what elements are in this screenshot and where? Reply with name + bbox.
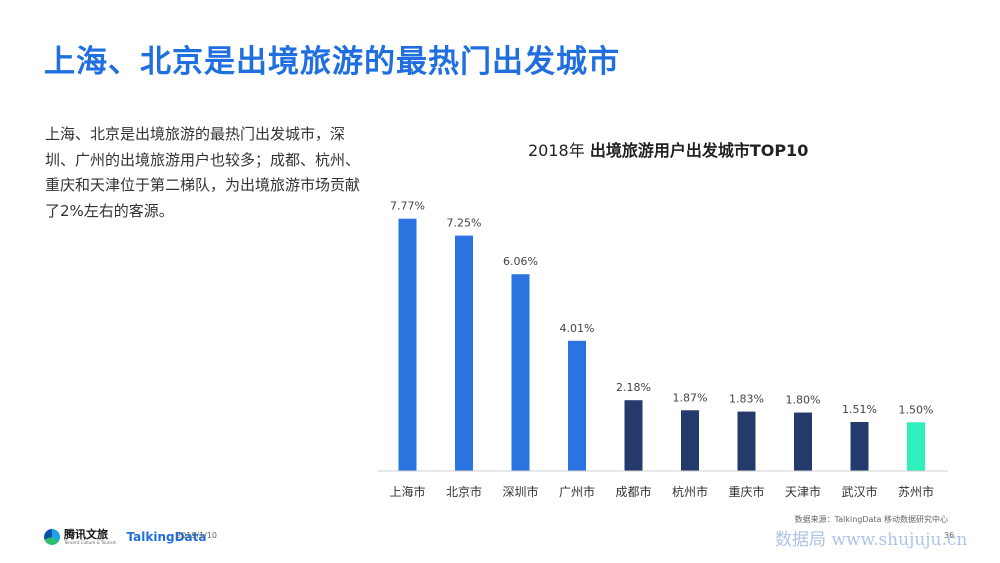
footer-date: 2019/1/10 xyxy=(176,531,218,540)
footer-logos: 腾讯文旅 Tencent Culture & Tourism TalkingDa… xyxy=(44,527,206,547)
data-label-8: 1.80% xyxy=(786,394,821,407)
data-label-7: 1.83% xyxy=(729,393,764,406)
chart-title: 2018年 出境旅游用户出发城市TOP10 xyxy=(528,137,808,161)
bar-3 xyxy=(511,274,530,471)
bar-1 xyxy=(398,218,417,471)
watermark: 数据局 www.shujuju.cn xyxy=(775,530,968,550)
data-label-1: 7.77% xyxy=(390,200,425,213)
bar-6 xyxy=(681,410,699,471)
data-label-6: 1.87% xyxy=(673,391,708,404)
bar-5 xyxy=(624,400,643,471)
category-label-10: 苏州市 xyxy=(898,484,934,499)
data-label-3: 6.06% xyxy=(503,255,538,268)
data-label-9: 1.51% xyxy=(842,403,877,416)
data-label-5: 2.18% xyxy=(616,381,651,394)
category-label-3: 深圳市 xyxy=(502,484,538,499)
bar-2 xyxy=(455,235,473,471)
category-label-6: 杭州市 xyxy=(672,484,708,499)
page-number: 36 xyxy=(944,531,955,540)
bar-10 xyxy=(907,422,925,471)
category-label-8: 天津市 xyxy=(785,484,821,499)
data-label-10: 1.50% xyxy=(899,403,934,416)
data-label-2: 7.25% xyxy=(447,217,482,230)
data-label-4: 4.01% xyxy=(560,322,595,335)
tencent-logo-icon xyxy=(44,529,60,545)
bar-8 xyxy=(794,412,812,471)
tencent-logo: 腾讯文旅 Tencent Culture & Tourism xyxy=(64,529,117,545)
chart-title-year: 2018年 xyxy=(528,141,590,160)
category-label-9: 武汉市 xyxy=(841,484,877,499)
category-label-1: 上海市 xyxy=(389,484,425,499)
tencent-logo-name: 腾讯文旅 xyxy=(64,528,108,541)
chart-title-main: 出境旅游用户出发城市TOP10 xyxy=(589,141,809,160)
slide-title: 上海、北京是出境旅游的最热门出发城市 xyxy=(44,44,620,80)
bar-7 xyxy=(737,411,756,471)
category-label-2: 北京市 xyxy=(446,484,482,499)
bar-9 xyxy=(850,421,869,471)
summary-text: 上海、北京是出境旅游的最热门出发城市，深圳、广州的出境旅游用户也较多；成都、杭州… xyxy=(45,125,361,220)
source-note: 数据来源：TalkingData 移动数据研究中心 xyxy=(794,515,948,524)
category-label-5: 成都市 xyxy=(615,484,651,499)
talkingdata-logo: TalkingData xyxy=(126,530,207,544)
bar-4 xyxy=(568,340,586,471)
category-label-7: 重庆市 xyxy=(728,484,764,499)
tencent-logo-sub: Tencent Culture & Tourism xyxy=(64,540,117,545)
category-label-4: 广州市 xyxy=(559,484,595,499)
